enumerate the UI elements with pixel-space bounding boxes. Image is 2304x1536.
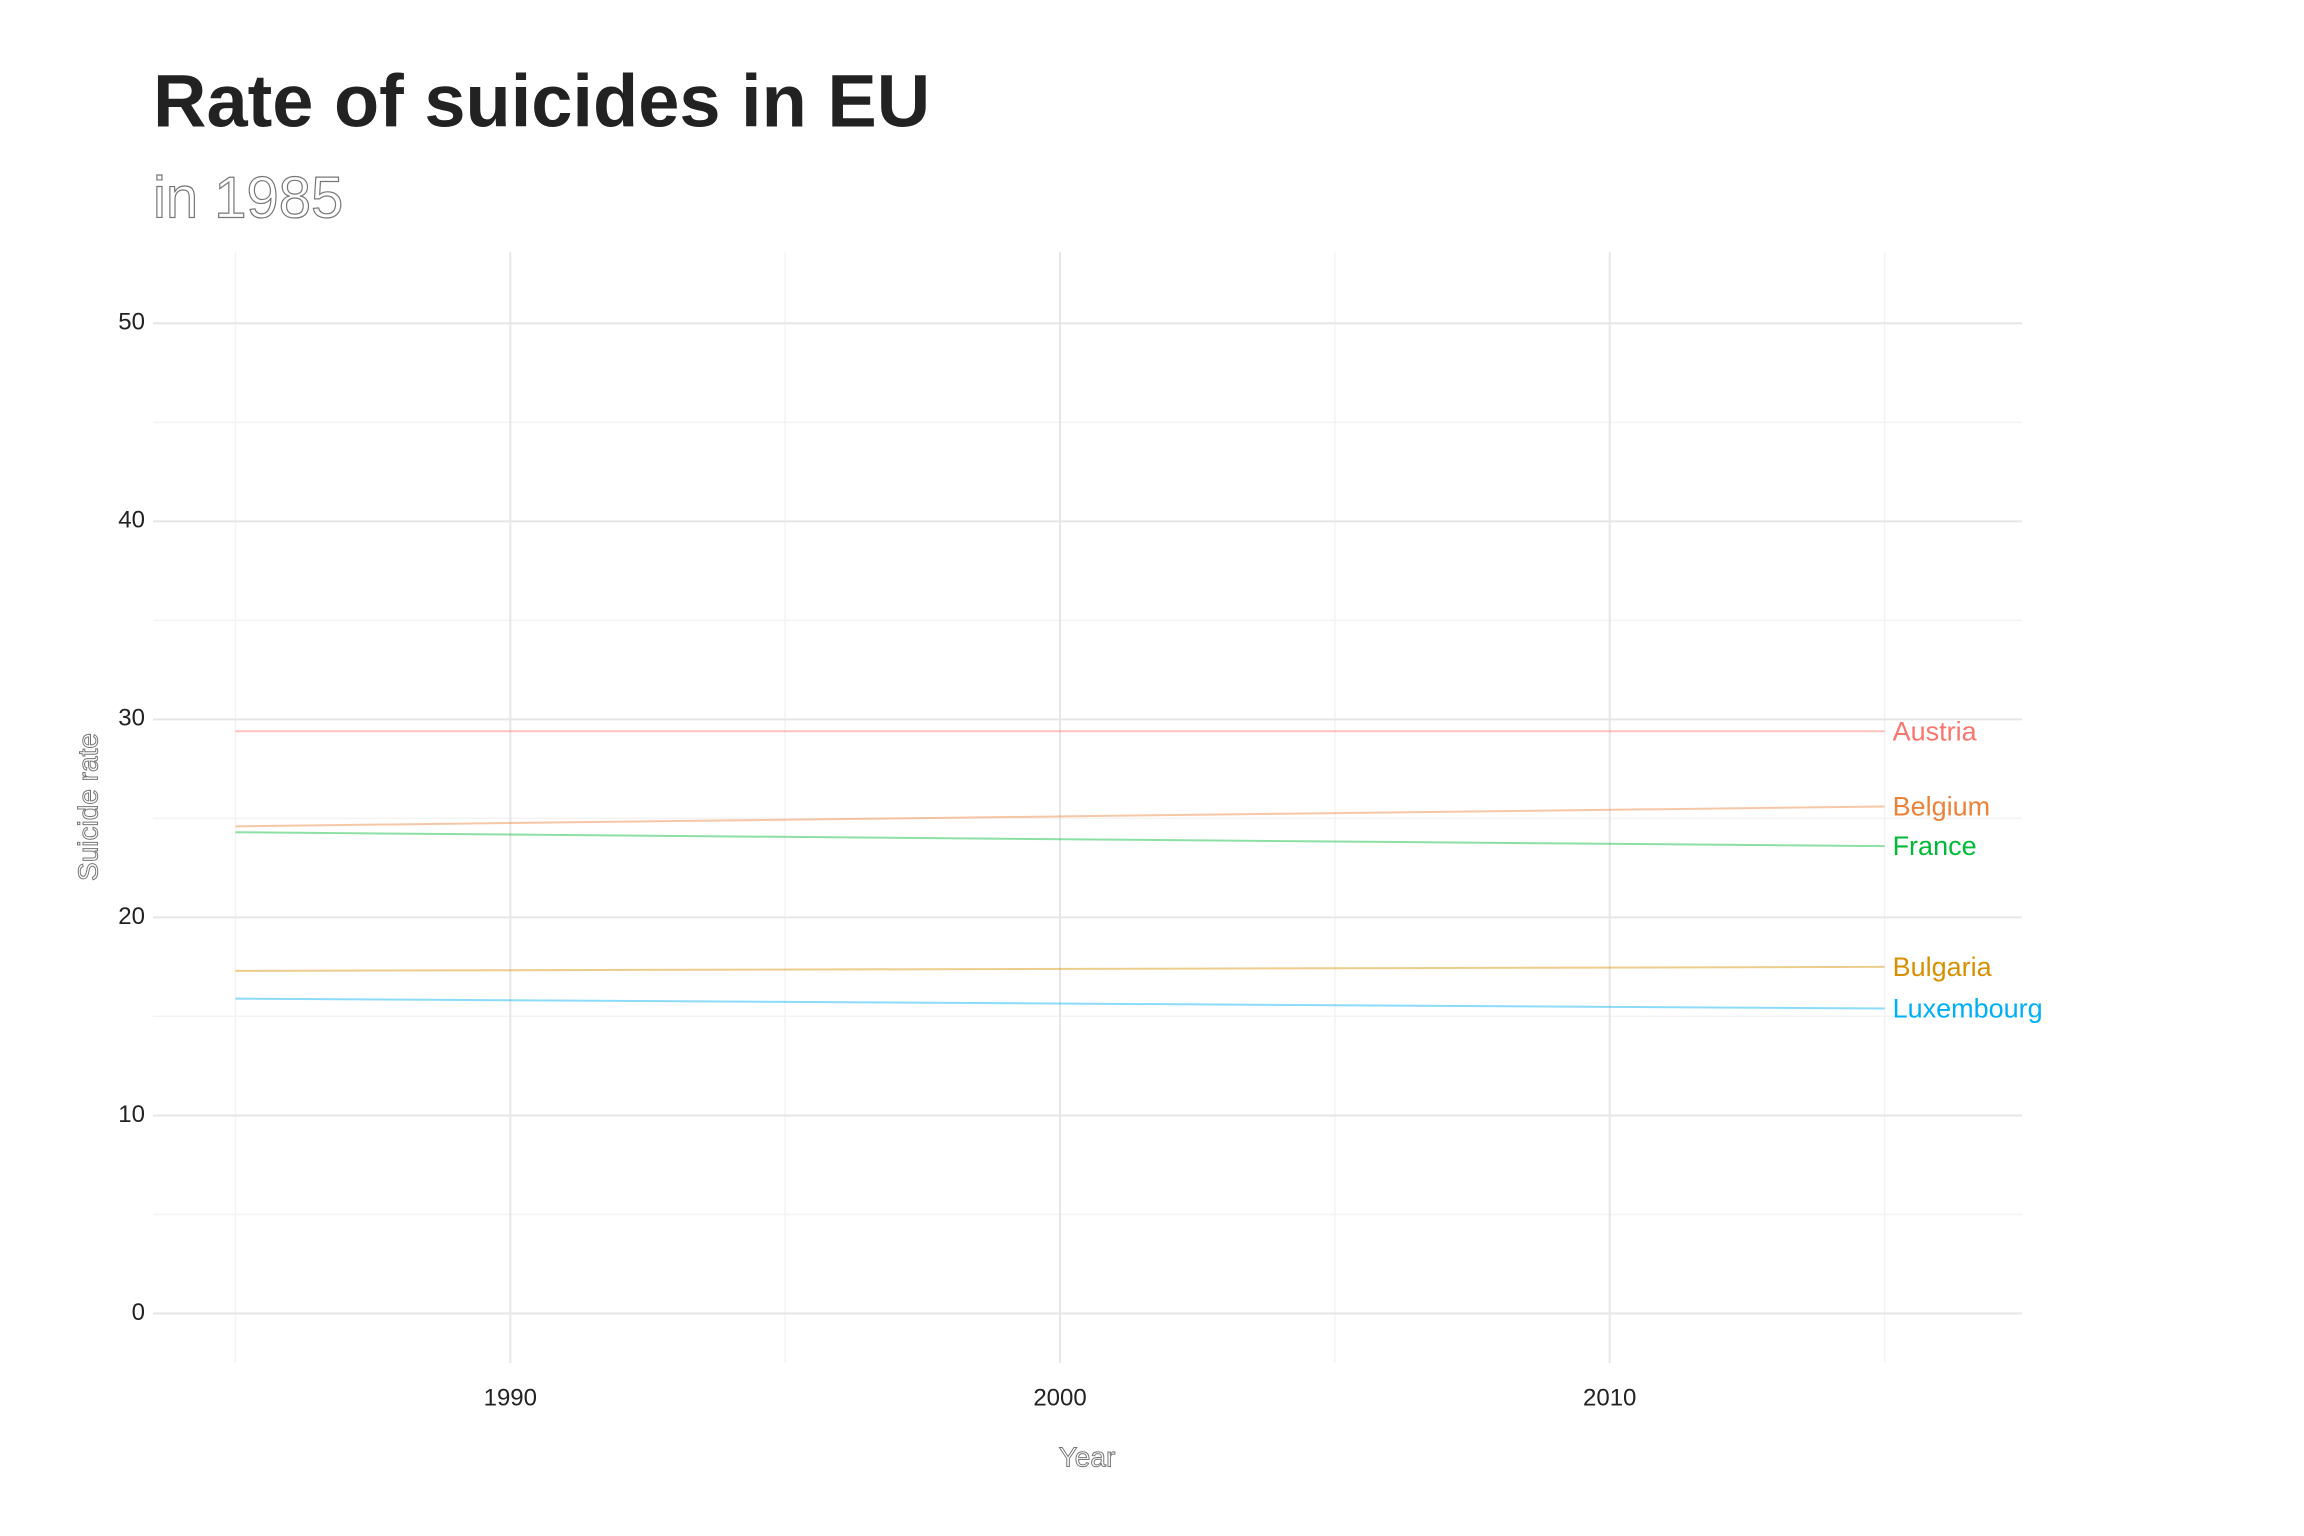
series-line xyxy=(235,831,1885,848)
chart-title: Rate of suicides in EU xyxy=(153,60,930,143)
series-line xyxy=(235,805,1885,828)
chart-subtitle: in 1985 xyxy=(153,165,343,230)
y-tick-label: 40 xyxy=(118,507,145,534)
series-line xyxy=(235,965,1885,972)
y-tick-label: 10 xyxy=(118,1101,145,1128)
x-axis-label: Year xyxy=(1059,1441,1116,1472)
x-tick-label: 1990 xyxy=(484,1384,537,1411)
series-label: Bulgaria xyxy=(1893,952,1993,982)
series-label: Austria xyxy=(1893,716,1978,746)
x-tick-label: 2000 xyxy=(1033,1384,1086,1411)
y-tick-label: 50 xyxy=(118,309,145,336)
y-tick-label: 0 xyxy=(132,1299,145,1326)
x-tick-label: 2010 xyxy=(1583,1384,1636,1411)
y-tick-label: 20 xyxy=(118,903,145,930)
y-axis-label: Suicide rate xyxy=(72,733,103,881)
y-tick-label: 30 xyxy=(118,705,145,732)
series-label: Luxembourg xyxy=(1893,994,2043,1024)
series-label: France xyxy=(1893,831,1977,861)
series-line xyxy=(235,997,1885,1010)
series-label: Belgium xyxy=(1893,792,1991,822)
